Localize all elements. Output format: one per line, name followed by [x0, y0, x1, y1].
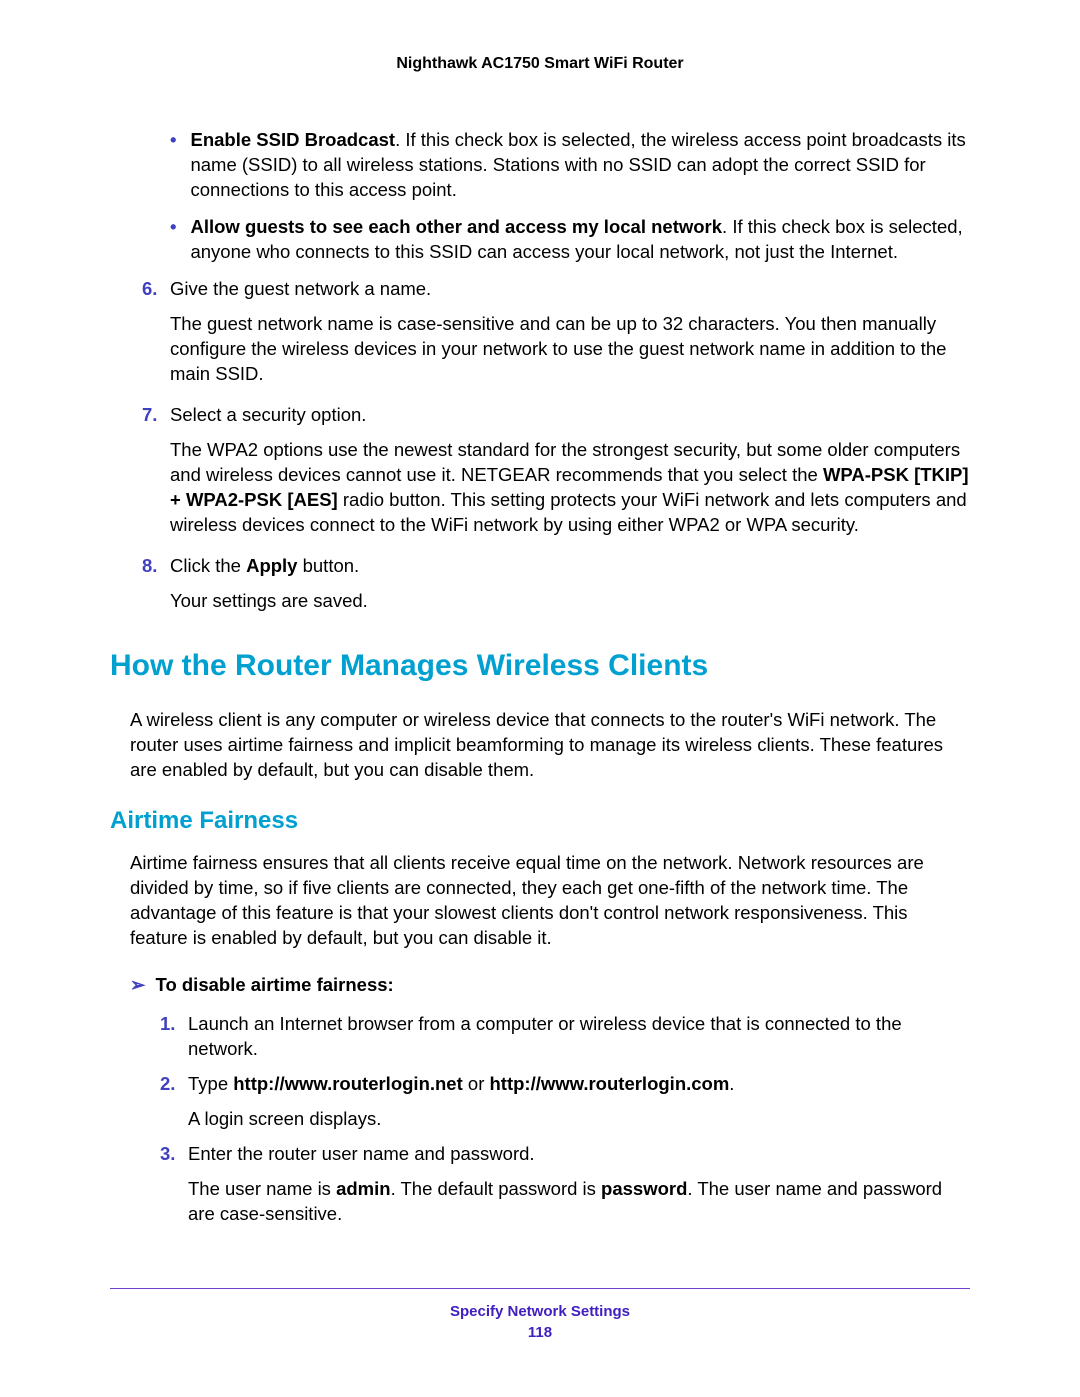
bullet-content: Enable SSID Broadcast. If this check box… [190, 128, 970, 203]
step-number: 3. [160, 1142, 188, 1167]
step-text: Type http://www.routerlogin.net or http:… [188, 1072, 970, 1097]
follow-pre: The user name is [188, 1178, 336, 1199]
sub-numbered-list: 1. Launch an Internet browser from a com… [160, 1012, 970, 1227]
step-pre: Click the [170, 555, 246, 576]
bullet-content: Allow guests to see each other and acces… [190, 215, 970, 265]
page-footer: Specify Network Settings 118 [110, 1288, 970, 1341]
step-text: Enter the router user name and password. [188, 1142, 970, 1167]
list-item: 3. Enter the router user name and passwo… [160, 1142, 970, 1167]
page-header-title: Nighthawk AC1750 Smart WiFi Router [110, 55, 970, 73]
list-item: 7. Select a security option. [142, 403, 970, 428]
footer-section-name: Specify Network Settings [110, 1303, 970, 1320]
step-pre: Type [188, 1073, 233, 1094]
numbered-list: 6. Give the guest network a name. [142, 277, 970, 302]
follow-mid: . The default password is [391, 1178, 601, 1199]
step-text: Select a security option. [170, 403, 970, 428]
heading-1: How the Router Manages Wireless Clients [110, 646, 970, 687]
step-follow-text: A login screen displays. [188, 1107, 970, 1132]
footer-divider [110, 1288, 970, 1289]
step-follow-text: The guest network name is case-sensitive… [170, 312, 970, 387]
step-follow-text: The user name is admin. The default pass… [188, 1177, 970, 1227]
section-paragraph: A wireless client is any computer or wir… [130, 708, 970, 783]
list-item: 1. Launch an Internet browser from a com… [160, 1012, 970, 1062]
step-spacer [160, 1177, 188, 1227]
step-bold: http://www.routerlogin.com [490, 1073, 730, 1094]
numbered-list: 7. Select a security option. [142, 403, 970, 428]
step-text: Click the Apply button. [170, 554, 970, 579]
follow-bold: admin [336, 1178, 390, 1199]
step-post: button. [297, 555, 359, 576]
numbered-list: 8. Click the Apply button. [142, 554, 970, 579]
step-follow-text: The WPA2 options use the newest standard… [170, 438, 970, 538]
step-bold: http://www.routerlogin.net [233, 1073, 463, 1094]
document-page: Nighthawk AC1750 Smart WiFi Router • Ena… [0, 0, 1080, 1397]
task-arrow-icon: ➢ [130, 973, 146, 998]
footer-page-number: 118 [110, 1324, 970, 1341]
step-follow-row: A login screen displays. [160, 1107, 970, 1132]
step-follow-row: The user name is admin. The default pass… [160, 1177, 970, 1227]
step-number: 2. [160, 1072, 188, 1097]
bullet-list: • Enable SSID Broadcast. If this check b… [170, 128, 970, 265]
step-number: 1. [160, 1012, 188, 1062]
heading-2: Airtime Fairness [110, 805, 970, 837]
step-mid: or [463, 1073, 490, 1094]
step-text: Launch an Internet browser from a comput… [188, 1012, 970, 1062]
section-paragraph: Airtime fairness ensures that all client… [130, 851, 970, 951]
step-follow-text: Your settings are saved. [170, 589, 970, 614]
body-content: • Enable SSID Broadcast. If this check b… [110, 128, 970, 1227]
step-post: . [729, 1073, 734, 1094]
task-header: ➢ To disable airtime fairness: [130, 973, 970, 998]
list-item: 8. Click the Apply button. [142, 554, 970, 579]
bullet-item: • Enable SSID Broadcast. If this check b… [170, 128, 970, 203]
list-item: 6. Give the guest network a name. [142, 277, 970, 302]
step-number: 6. [142, 277, 170, 302]
step-text: Give the guest network a name. [170, 277, 970, 302]
bullet-bold: Enable SSID Broadcast [190, 129, 395, 150]
bullet-marker: • [170, 215, 176, 265]
bullet-bold: Allow guests to see each other and acces… [190, 216, 722, 237]
bullet-item: • Allow guests to see each other and acc… [170, 215, 970, 265]
bullet-marker: • [170, 128, 176, 203]
follow-bold: password [601, 1178, 687, 1199]
step-bold: Apply [246, 555, 297, 576]
step-spacer [160, 1107, 188, 1132]
list-item: 2. Type http://www.routerlogin.net or ht… [160, 1072, 970, 1097]
step-number: 7. [142, 403, 170, 428]
task-title: To disable airtime fairness: [156, 973, 394, 998]
step-number: 8. [142, 554, 170, 579]
